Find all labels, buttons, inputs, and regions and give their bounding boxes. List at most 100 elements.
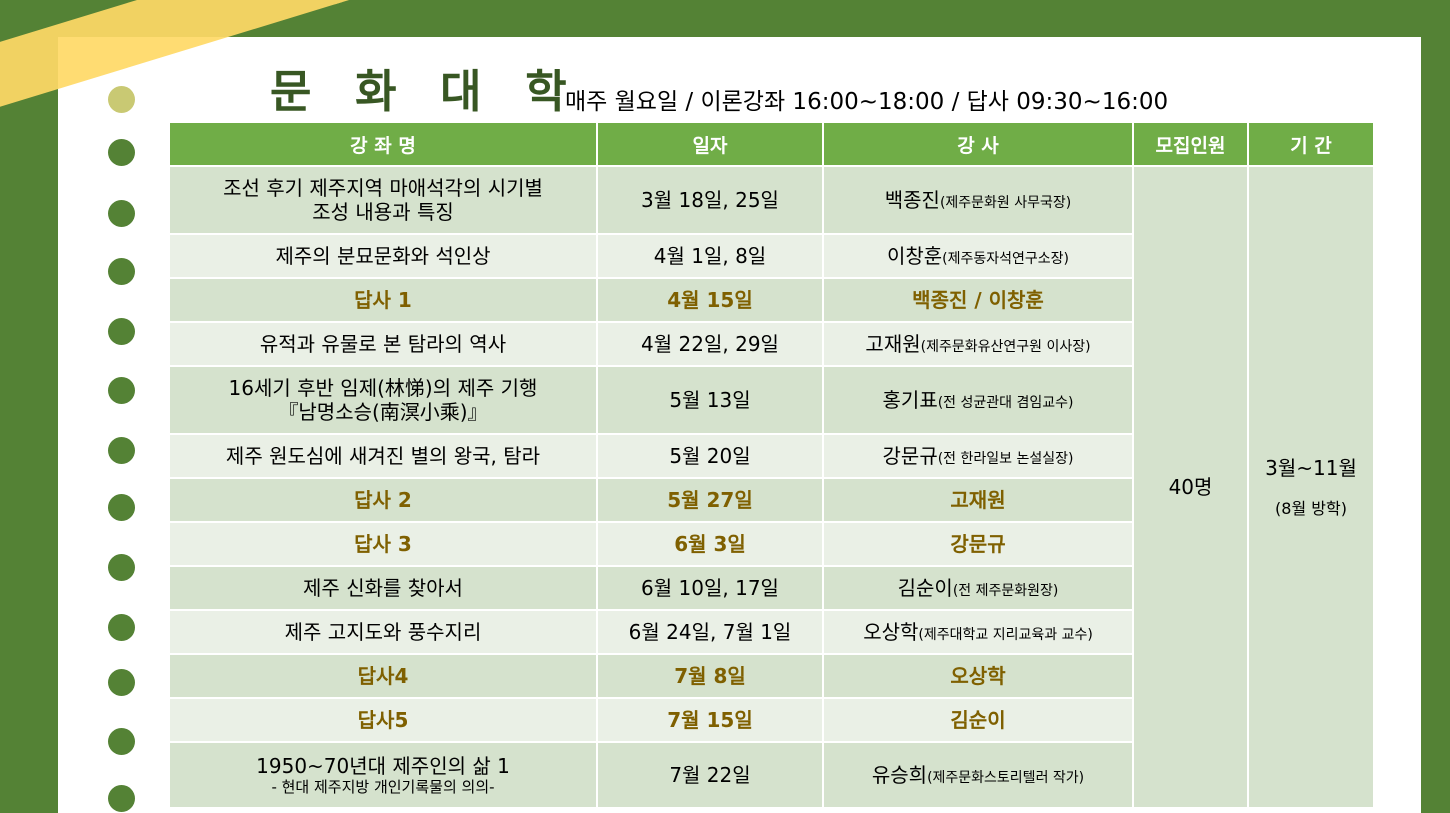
- table-row: 제주 신화를 찾아서 6월 10일, 17일 김순이(전 제주문화원장): [168, 565, 1374, 611]
- capacity-cell: 40명: [1132, 165, 1249, 809]
- date-cell: 4월 22일, 29일: [596, 321, 824, 367]
- binder-hole: [108, 139, 135, 166]
- table-row: 제주의 분묘문화와 석인상 4월 1일, 8일 이창훈(제주동자석연구소장): [168, 233, 1374, 279]
- lecturer-cell: 이창훈(제주동자석연구소장): [822, 233, 1134, 279]
- course-name-cell: 답사4: [168, 653, 598, 699]
- course-name-cell: 제주 신화를 찾아서: [168, 565, 598, 611]
- table-row: 제주 고지도와 풍수지리 6월 24일, 7월 1일 오상학(제주대학교 지리교육과…: [168, 609, 1374, 655]
- lecturer-name: 김순이: [897, 575, 953, 600]
- binder-hole: [108, 669, 135, 696]
- course-name-cell: 1950~70년대 제주인의 삶 1- 현대 제주지방 개인기록물의 의의-: [168, 741, 598, 809]
- lecturer-cell: 고재원: [822, 477, 1134, 523]
- lecturer-affiliation: (제주문화원 사무국장): [939, 194, 1072, 211]
- course-name: 제주 원도심에 새겨진 별의 왕국, 탐라: [225, 443, 541, 468]
- binder-hole: [108, 86, 135, 113]
- lecturer-name: 고재원: [865, 331, 921, 356]
- date-cell: 6월 3일: [596, 521, 824, 567]
- lecturer-cell: 김순이: [822, 697, 1134, 743]
- lecturer-name: 오상학: [863, 619, 919, 644]
- date-cell: 7월 8일: [596, 653, 824, 699]
- course-name-cell: 제주의 분묘문화와 석인상: [168, 233, 598, 279]
- lecturer-name: 유승희: [871, 762, 928, 787]
- course-name-cell: 답사 3: [168, 521, 598, 567]
- date-cell: 5월 27일: [596, 477, 824, 523]
- lecturer-affiliation: (제주동자석연구소장): [942, 250, 1070, 267]
- course-name: 제주의 분묘문화와 석인상: [275, 243, 491, 268]
- binder-hole: [108, 437, 135, 464]
- table-row: 16세기 후반 임제(林悌)의 제주 기행 『남명소승(南溟小乘)』 5월 13일 홍…: [168, 365, 1374, 435]
- table-row: 답사 1 4월 15일 백종진 / 이창훈: [168, 277, 1374, 323]
- course-name-line2: - 현대 제주지방 개인기록물의 의의-: [271, 778, 495, 797]
- binder-hole: [108, 785, 135, 812]
- course-name: 답사 2: [354, 487, 412, 512]
- lecturer-affiliation: (전 제주문화원장): [952, 582, 1059, 599]
- lecturer-affiliation: (전 한라일보 논설실장): [937, 450, 1074, 467]
- table-row: 답사 2 5월 27일 고재원: [168, 477, 1374, 523]
- course-name-cell: 제주 고지도와 풍수지리: [168, 609, 598, 655]
- course-name-cell: 유적과 유물로 본 탐라의 역사: [168, 321, 598, 367]
- column-header-lecturer: 강 사: [822, 121, 1134, 167]
- binder-hole: [108, 494, 135, 521]
- table-header-row: 강 좌 명 일자 강 사 모집인원 기 간: [168, 121, 1375, 167]
- lecturer-name: 강문규: [882, 443, 938, 468]
- course-name: 제주 고지도와 풍수지리: [284, 619, 482, 644]
- date-cell: 5월 13일: [596, 365, 824, 435]
- date-cell: 6월 10일, 17일: [596, 565, 824, 611]
- course-name: 유적과 유물로 본 탐라의 역사: [259, 331, 507, 356]
- period-range: 3월~11월: [1265, 456, 1357, 480]
- lecturer-name: 홍기표: [882, 387, 938, 412]
- lecturer-name: 백종진: [884, 187, 940, 212]
- binder-hole: [108, 258, 135, 285]
- lecturer-cell: 오상학(제주대학교 지리교육과 교수): [822, 609, 1134, 655]
- course-name-cell: 답사 1: [168, 277, 598, 323]
- binder-hole: [108, 554, 135, 581]
- date-cell: 3월 18일, 25일: [596, 165, 824, 235]
- course-name: 16세기 후반 임제(林悌)의 제주 기행: [228, 375, 538, 400]
- lecturer-cell: 오상학: [822, 653, 1134, 699]
- table-row: 유적과 유물로 본 탐라의 역사 4월 22일, 29일 고재원(제주문화유산연구원…: [168, 321, 1374, 367]
- course-name-cell: 제주 원도심에 새겨진 별의 왕국, 탐라: [168, 433, 598, 479]
- date-cell: 4월 1일, 8일: [596, 233, 824, 279]
- lecturer-cell: 고재원(제주문화유산연구원 이사장): [822, 321, 1134, 367]
- date-cell: 7월 22일: [596, 741, 824, 809]
- lecturer-affiliation: (제주문화유산연구원 이사장): [920, 338, 1091, 355]
- table-row: 답사5 7월 15일 김순이: [168, 697, 1374, 743]
- column-header-date: 일자: [596, 121, 824, 167]
- lecturer-affiliation: (전 성균관대 겸임교수): [937, 394, 1074, 411]
- course-name: 조선 후기 제주지역 마애석각의 시기별: [223, 175, 543, 200]
- binder-hole: [108, 318, 135, 345]
- lecturer-cell: 백종진(제주문화원 사무국장): [822, 165, 1134, 235]
- column-header-course: 강 좌 명: [168, 121, 598, 167]
- course-name-line2: 『남명소승(南溟小乘)』: [278, 400, 488, 424]
- lecturer-name: 강문규: [950, 531, 1006, 556]
- lecturer-cell: 백종진 / 이창훈: [822, 277, 1134, 323]
- course-name: 답사4: [357, 663, 409, 688]
- table-row: 답사 3 6월 3일 강문규: [168, 521, 1374, 567]
- binder-hole: [108, 614, 135, 641]
- period-cell: 3월~11월 (8월 방학): [1247, 165, 1375, 809]
- lecturer-cell: 유승희(제주문화스토리텔러 작가): [822, 741, 1134, 809]
- column-header-period: 기 간: [1247, 121, 1375, 167]
- table-row: 조선 후기 제주지역 마애석각의 시기별 조성 내용과 특징 3월 18일, 25일…: [168, 165, 1375, 809]
- schedule-subtitle: 매주 월요일 / 이론강좌 16:00~18:00 / 답사 09:30~16:…: [565, 89, 1169, 115]
- date-cell: 7월 15일: [596, 697, 824, 743]
- course-name-line2: 조성 내용과 특징: [312, 200, 454, 224]
- lecturer-affiliation: (제주대학교 지리교육과 교수): [918, 626, 1093, 643]
- date-cell: 5월 20일: [596, 433, 824, 479]
- lecturer-name: 백종진 / 이창훈: [912, 287, 1044, 312]
- binder-hole: [108, 377, 135, 404]
- binder-hole: [108, 200, 135, 227]
- course-name: 답사5: [357, 707, 409, 732]
- course-name: 1950~70년대 제주인의 삶 1: [256, 753, 510, 778]
- lecturer-name: 이창훈: [886, 243, 943, 268]
- course-table: 강 좌 명 일자 강 사 모집인원 기 간 조선 후기 제주지역 마애석각의 시…: [168, 121, 1375, 809]
- page-title: 문 화 대 학: [270, 65, 581, 118]
- lecturer-cell: 강문규(전 한라일보 논설실장): [822, 433, 1134, 479]
- lecturer-affiliation: (제주문화스토리텔러 작가): [927, 769, 1085, 786]
- course-name-cell: 16세기 후반 임제(林悌)의 제주 기행 『남명소승(南溟小乘)』: [168, 365, 598, 435]
- binder-hole: [108, 728, 135, 755]
- course-name: 답사 1: [354, 287, 412, 312]
- lecturer-cell: 김순이(전 제주문화원장): [822, 565, 1134, 611]
- lecturer-name: 오상학: [950, 663, 1006, 688]
- course-name-cell: 답사5: [168, 697, 598, 743]
